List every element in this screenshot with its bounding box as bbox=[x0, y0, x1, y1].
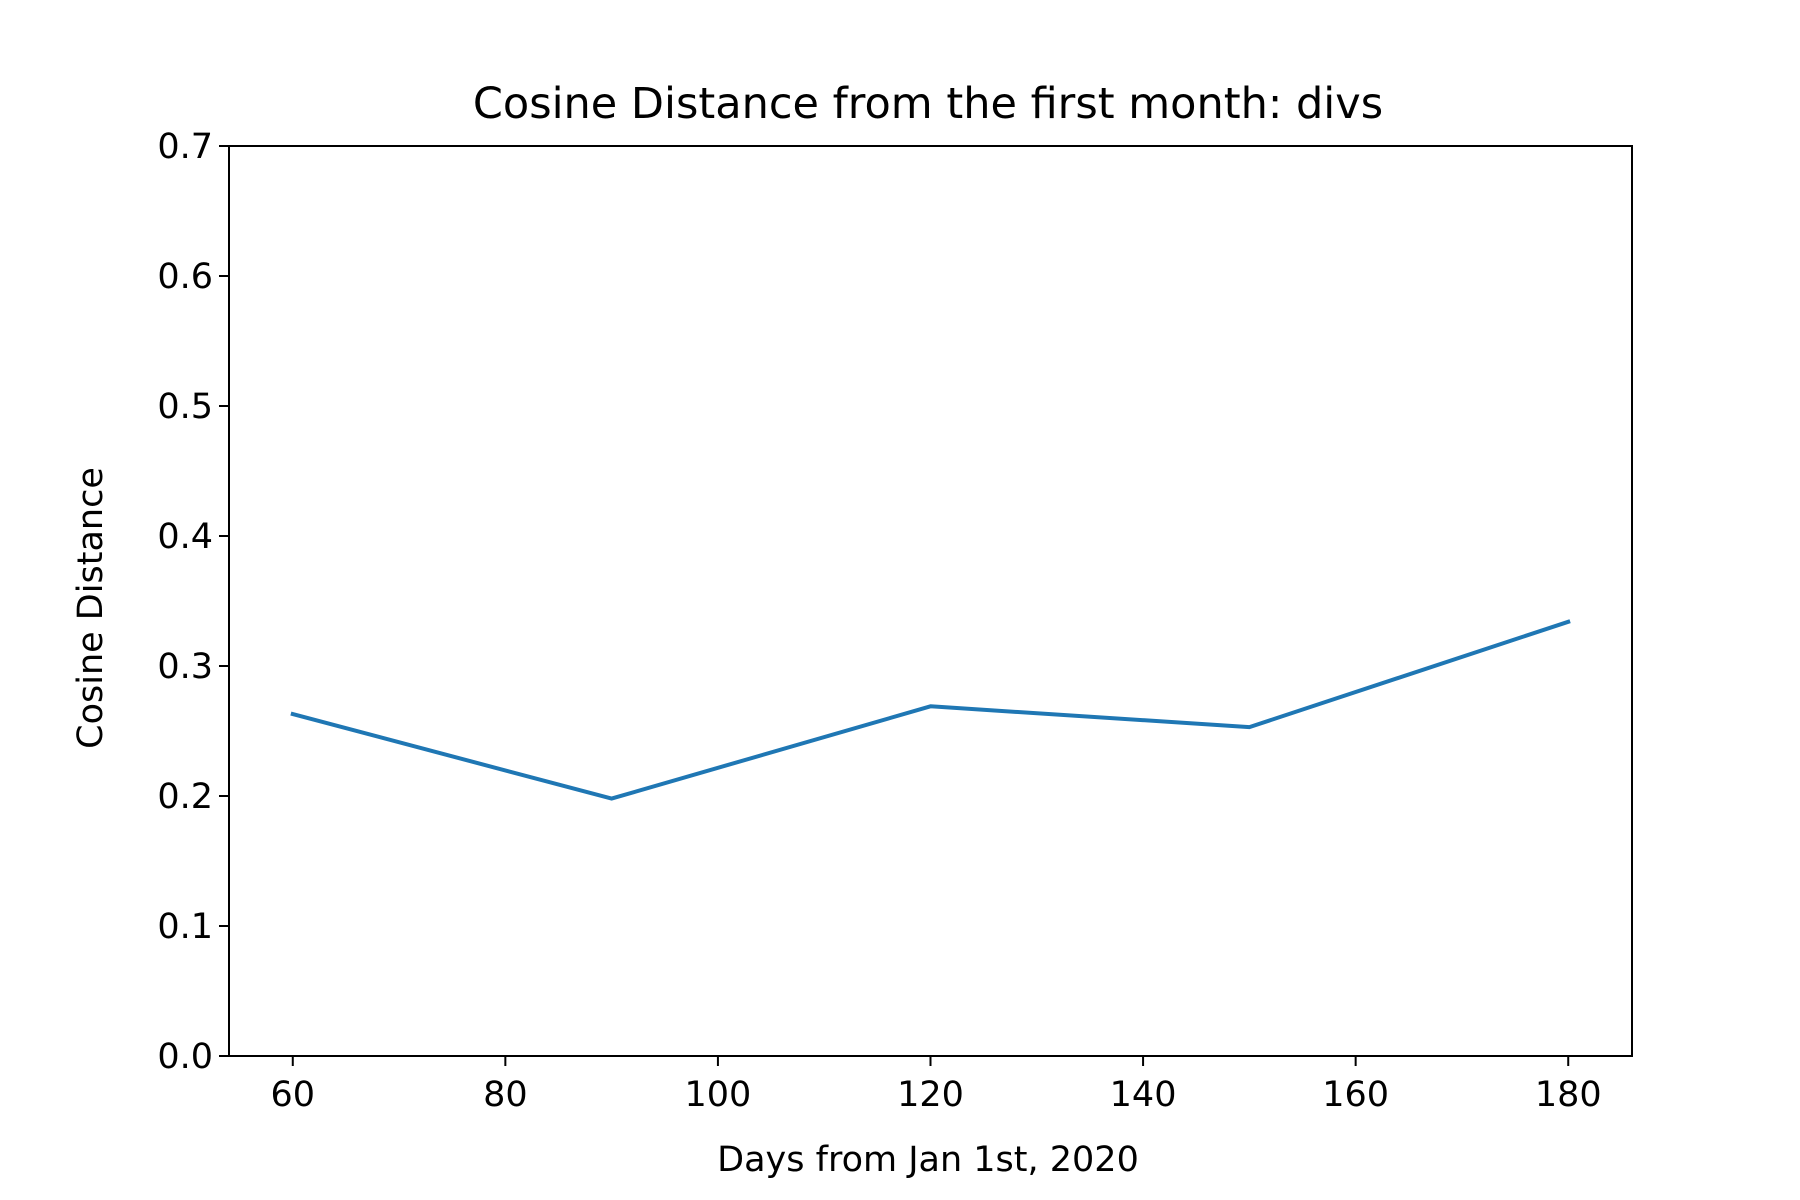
y-tick-label: 0.6 bbox=[157, 257, 213, 297]
y-tick-label: 0.0 bbox=[157, 1037, 213, 1077]
y-tick-label: 0.7 bbox=[157, 127, 213, 167]
y-axis-label: Cosine Distance bbox=[71, 467, 111, 749]
x-axis: 60 80 100 120 140 160 180 bbox=[270, 1056, 1602, 1115]
x-tick-label: 140 bbox=[1110, 1075, 1177, 1115]
y-tick-label: 0.4 bbox=[157, 517, 213, 557]
x-axis-label: Days from Jan 1st, 2020 bbox=[717, 1140, 1139, 1180]
y-tick-label: 0.2 bbox=[157, 777, 213, 817]
x-tick-label: 160 bbox=[1322, 1075, 1389, 1115]
x-tick-label: 100 bbox=[685, 1075, 752, 1115]
y-tick-label: 0.1 bbox=[157, 907, 213, 947]
chart-title: Cosine Distance from the first month: di… bbox=[473, 79, 1383, 129]
y-tick-label: 0.3 bbox=[157, 647, 213, 687]
y-axis: 0.0 0.1 0.2 0.3 0.4 0.5 0.6 0.7 bbox=[157, 127, 229, 1077]
x-tick-label: 60 bbox=[270, 1075, 315, 1115]
x-tick-label: 180 bbox=[1535, 1075, 1602, 1115]
y-tick-label: 0.5 bbox=[157, 387, 213, 427]
series-layer bbox=[290, 619, 1571, 801]
x-tick-label: 80 bbox=[483, 1075, 528, 1115]
x-tick-label: 120 bbox=[897, 1075, 964, 1115]
